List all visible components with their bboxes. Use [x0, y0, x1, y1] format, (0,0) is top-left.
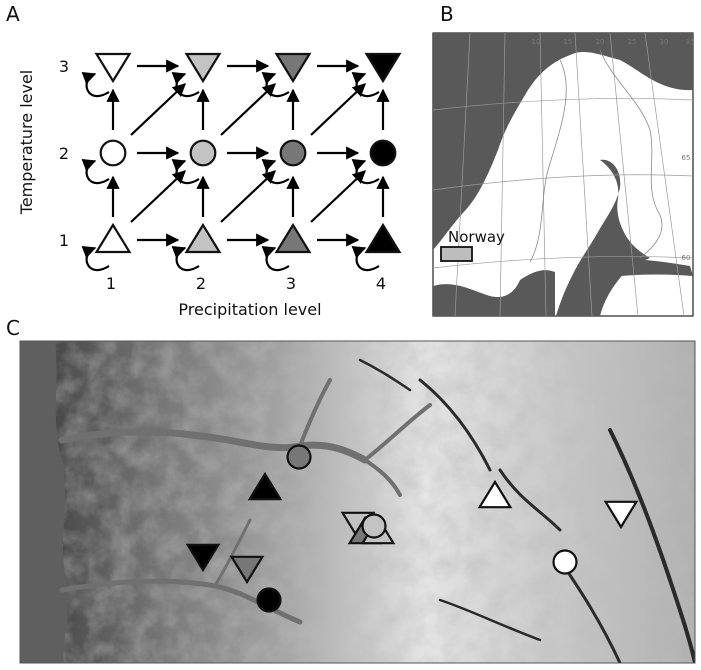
x-axis-label: Precipitation level: [178, 300, 321, 319]
panel-c-study-sites: [19, 340, 696, 664]
state-node-p3-t1: [274, 222, 312, 254]
state-node-p2-t2: [189, 139, 217, 167]
panel-letter-b: B: [440, 2, 454, 26]
self-loop-p4-t2: [351, 159, 380, 185]
state-node-p4-t1: [364, 222, 402, 254]
arrow-diag-p2-t2: [220, 83, 276, 136]
state-node-p2-t1: [184, 222, 222, 254]
state-node-p3-t3: [274, 52, 312, 84]
panel-a-transition-diagram: Temperature level Precipitation level 1 2…: [17, 52, 402, 319]
x-tick-3: 3: [286, 274, 296, 293]
self-loop-p3-t2: [261, 159, 290, 185]
self-loop-p3-t3: [261, 72, 290, 98]
site-marker-12: [552, 549, 578, 575]
self-loop-p4-t1: [351, 246, 380, 272]
state-node-p1-t3: [94, 52, 132, 84]
valleys: [358, 358, 695, 663]
site-marker-1: [286, 444, 312, 470]
arrow-diag-p1-t1: [130, 170, 186, 223]
norway-study-box: [440, 246, 473, 262]
state-node-p1-t1: [94, 222, 132, 254]
y-axis-label: Temperature level: [17, 70, 36, 215]
lon-label-15: 15: [564, 38, 573, 46]
self-loop-p1-t3: [81, 72, 110, 98]
site-marker-10: [477, 479, 513, 509]
x-tick-4: 4: [376, 274, 386, 293]
state-node-p1-t2: [99, 139, 127, 167]
fjords: [58, 378, 432, 625]
site-marker-2: [247, 471, 283, 501]
y-tick-2: 2: [59, 144, 69, 163]
state-node-p4-t3: [364, 52, 402, 84]
lat-label-60: 60: [682, 254, 691, 262]
longitude-labels: 10 15 20 25 30 35: [532, 38, 695, 46]
y-tick-3: 3: [59, 57, 69, 76]
state-node-p3-t2: [279, 139, 307, 167]
self-loop-p3-t1: [261, 246, 290, 272]
lon-label-30: 30: [660, 38, 669, 46]
state-node-p2-t3: [184, 52, 222, 84]
state-nodes: [94, 52, 402, 254]
self-loop-arrows: [81, 72, 380, 272]
norway-label: Norway: [448, 228, 505, 246]
gulf-finland: [618, 259, 693, 276]
y-tick-labels: 1 2 3: [59, 57, 69, 250]
panel-b-location-map: 10 15 20 25 30 35 65 60 Norway: [432, 32, 695, 317]
site-marker-9: [361, 513, 387, 539]
site-markers: [185, 444, 639, 613]
self-loop-p2-t1: [171, 246, 200, 272]
lon-label-35: 35: [686, 38, 695, 46]
sea-area-south: [433, 270, 555, 316]
transition-arrows: [106, 59, 390, 247]
lon-label-10: 10: [532, 38, 541, 46]
self-loop-p1-t2: [81, 159, 110, 185]
lon-label-20: 20: [596, 38, 605, 46]
arrow-diag-p3-t1: [310, 170, 366, 223]
arrow-diag-p2-t1: [220, 170, 276, 223]
self-loop-p4-t3: [351, 72, 380, 98]
site-marker-5: [256, 587, 282, 613]
lat-label-65: 65: [682, 154, 691, 162]
state-node-p4-t2: [369, 139, 397, 167]
panel-letter-a: A: [6, 2, 20, 26]
self-loop-p1-t1: [81, 246, 110, 272]
self-loop-p2-t2: [171, 159, 200, 185]
western-sea: [20, 341, 68, 663]
arrow-diag-p1-t2: [130, 83, 186, 136]
self-loop-p2-t3: [171, 72, 200, 98]
x-tick-1: 1: [106, 274, 116, 293]
x-tick-2: 2: [196, 274, 206, 293]
site-marker-11: [603, 500, 639, 530]
latitude-labels: 65 60: [682, 154, 691, 262]
sea-area: [433, 33, 693, 250]
site-marker-4: [229, 555, 265, 585]
arrow-diag-p3-t2: [310, 83, 366, 136]
x-tick-labels: 1 2 3 4: [106, 274, 386, 293]
baltic-sea: [556, 159, 650, 316]
site-marker-3: [185, 543, 221, 573]
panel-letter-c: C: [6, 316, 20, 340]
lon-label-25: 25: [628, 38, 637, 46]
y-tick-1: 1: [59, 231, 69, 250]
